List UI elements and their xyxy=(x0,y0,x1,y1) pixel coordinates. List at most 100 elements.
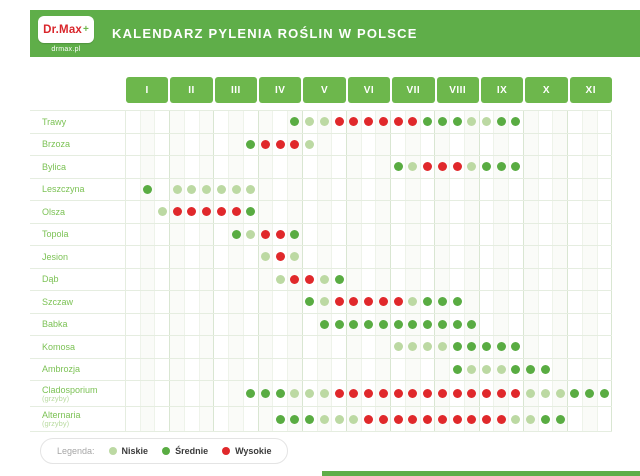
calendar-cell xyxy=(126,133,141,155)
calendar-cell xyxy=(214,133,230,155)
calendar-cell xyxy=(405,381,421,406)
calendar-cell xyxy=(155,246,171,268)
month-header-IV: IV xyxy=(259,77,302,103)
row-label-text: Komosa xyxy=(42,341,76,352)
calendar-cell xyxy=(376,313,392,335)
pollen-dot-high xyxy=(452,414,462,424)
month-header-IX: IX xyxy=(480,77,524,103)
legend-dot-icon xyxy=(222,447,231,455)
pollen-dot-low xyxy=(275,274,285,284)
calendar-cell xyxy=(199,111,215,133)
pollen-dot-medium xyxy=(452,364,462,374)
pollen-dot-low xyxy=(349,414,359,424)
calendar-cell xyxy=(288,381,303,406)
pollen-dot-low xyxy=(319,389,329,398)
pollen-dot-high xyxy=(290,139,300,149)
pollen-dot-low xyxy=(172,184,182,194)
pollen-dot-low xyxy=(319,274,329,284)
calendar-cell xyxy=(185,223,200,245)
pollen-dot-low xyxy=(511,414,521,424)
calendar-cell xyxy=(539,291,554,313)
calendar-cell xyxy=(523,201,539,223)
calendar-cell xyxy=(273,201,289,223)
table-row: Babka xyxy=(30,312,613,335)
calendar-cell xyxy=(258,268,274,290)
calendar-cell xyxy=(480,223,495,245)
calendar-cell xyxy=(568,291,583,313)
calendar-cell xyxy=(553,268,569,290)
calendar-cell xyxy=(229,381,244,406)
calendar-cell xyxy=(303,156,318,178)
calendar-cell xyxy=(494,313,510,335)
calendar-cell xyxy=(391,178,406,200)
calendar-cell xyxy=(391,358,406,380)
calendar-cell xyxy=(303,336,318,358)
calendar-cell xyxy=(568,407,583,431)
calendar-cell xyxy=(450,156,465,178)
calendar-cell xyxy=(214,268,230,290)
pollen-dot-medium xyxy=(496,342,506,352)
month-header-I: I xyxy=(126,77,169,103)
calendar-cell xyxy=(288,313,303,335)
calendar-cell xyxy=(376,358,392,380)
row-label: Brzoza xyxy=(30,134,125,156)
calendar-cell xyxy=(332,223,348,245)
calendar-cell xyxy=(214,291,230,313)
calendar-cell xyxy=(347,133,362,155)
calendar-cell xyxy=(126,291,141,313)
table-row: Dąb xyxy=(30,267,613,290)
calendar-cell xyxy=(303,358,318,380)
pollen-dot-medium xyxy=(481,162,491,172)
calendar-cell xyxy=(126,358,141,380)
calendar-cell xyxy=(244,336,259,358)
pollen-dot-medium xyxy=(496,162,506,172)
calendar-cell xyxy=(391,246,406,268)
pollen-dot-medium xyxy=(246,389,256,398)
calendar-cell xyxy=(288,268,303,290)
calendar-cell xyxy=(273,291,289,313)
calendar-cell xyxy=(214,223,230,245)
pollen-dot-medium xyxy=(275,389,285,398)
calendar-cell xyxy=(244,313,259,335)
calendar-cell xyxy=(126,313,141,335)
row-cells xyxy=(125,178,613,200)
calendar-cell xyxy=(582,336,598,358)
calendar-cell xyxy=(494,223,510,245)
calendar-cell xyxy=(347,178,362,200)
calendar-cell xyxy=(140,336,156,358)
calendar-cell xyxy=(391,336,406,358)
row-label-text: Cladosporium xyxy=(42,384,98,395)
pollen-dot-low xyxy=(157,207,167,217)
calendar-cell xyxy=(435,336,451,358)
calendar-cell xyxy=(582,111,598,133)
pollen-dot-low xyxy=(305,389,315,398)
row-cells xyxy=(125,111,613,133)
pollen-dot-high xyxy=(290,274,300,284)
pollen-dot-medium xyxy=(275,414,285,424)
calendar-cell xyxy=(140,268,156,290)
calendar-cell xyxy=(244,381,259,406)
calendar-cell xyxy=(185,313,200,335)
calendar-cell xyxy=(155,336,171,358)
calendar-cell xyxy=(553,291,569,313)
calendar-cell xyxy=(126,201,141,223)
calendar-cell xyxy=(258,223,274,245)
calendar-cell xyxy=(450,336,465,358)
calendar-cell xyxy=(376,336,392,358)
calendar-cell xyxy=(303,111,318,133)
calendar-cell xyxy=(435,156,451,178)
calendar-cell xyxy=(185,111,200,133)
calendar-cell xyxy=(288,178,303,200)
pollen-dot-low xyxy=(467,117,477,127)
calendar-cell xyxy=(376,133,392,155)
calendar-cell xyxy=(229,156,244,178)
calendar-cell xyxy=(494,336,510,358)
calendar-cell xyxy=(214,381,230,406)
calendar-cell xyxy=(435,111,451,133)
calendar-cell xyxy=(405,313,421,335)
calendar-cell xyxy=(435,268,451,290)
calendar-cell xyxy=(140,133,156,155)
calendar-cell xyxy=(464,381,480,406)
calendar-cell xyxy=(347,223,362,245)
pollen-dot-high xyxy=(275,229,285,239)
